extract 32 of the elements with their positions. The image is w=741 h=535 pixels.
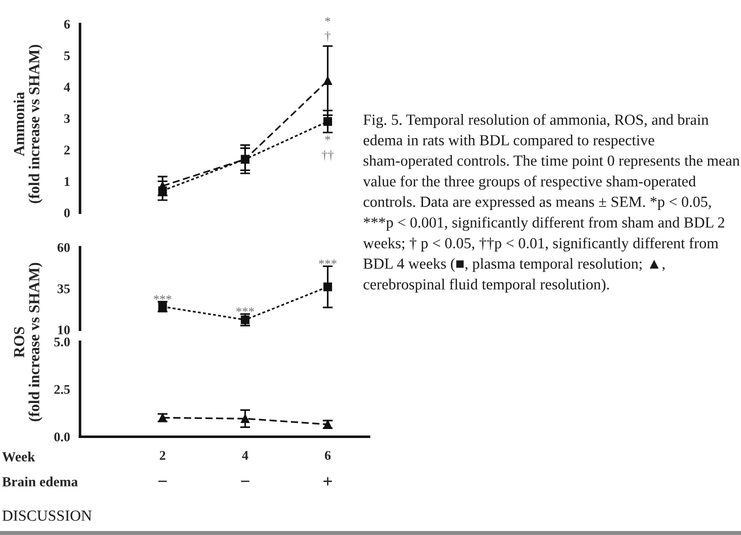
text: Brain edema: [2, 476, 78, 486]
annotation: *: [325, 136, 330, 140]
y-tick-label: 10: [58, 326, 70, 334]
y-tick-label: 60: [58, 243, 70, 252]
text: *: [325, 17, 330, 22]
annotation: ***: [236, 307, 254, 312]
y-tick-label: 35: [58, 284, 70, 294]
y-tick-label: 2.5: [54, 385, 70, 394]
x-tick-label: 6: [324, 451, 331, 460]
y-tick-label: 1: [64, 177, 70, 186]
x-tick-label: 4: [242, 451, 248, 460]
y-tick-label: 3: [64, 114, 70, 124]
x-axis-title: Week: [2, 452, 36, 462]
annotation: ††: [322, 150, 334, 161]
text: −: [240, 480, 250, 482]
annotation: ***: [318, 260, 336, 264]
text: −: [158, 480, 167, 482]
x-tick-label: 2: [160, 451, 166, 460]
y-tick-label: 5: [64, 51, 70, 60]
y-tick-label: 5.0: [54, 338, 70, 346]
text: +: [324, 477, 332, 486]
y-tick-label: 6: [64, 20, 70, 29]
annotation: †: [324, 31, 330, 42]
y-axis-title: Ammonia (fold increase vs SHAM): [14, 44, 42, 204]
text: DISCUSSION: [2, 510, 92, 521]
y-axis-title: ROS (fold increase vs SHAM): [14, 262, 42, 422]
y-tick-label: 4: [64, 82, 70, 92]
annotation: ***: [154, 295, 172, 300]
y-tick-label: 0.0: [54, 432, 70, 442]
y-tick-label: 2: [64, 146, 70, 154]
text: Fig. 5. Temporal resolution of ammonia, ROS, and brain edema in rats with BDL compared to respective sham-operated controls. The time point 0 represents the mean value for the three groups of respective sham-operated controls. Data are expressed as means ± SEM. *p < 0.05, ***p < 0.001, significantly different from sham and BDL 2 weeks; † p < 0.05, ††p < 0.01, significantly different from BDL 4 weeks (■, plasma temporal resolution; ▲, cerebrospinal fluid temporal resolution).: [363, 114, 740, 293]
y-tick-label: 0: [64, 208, 70, 218]
